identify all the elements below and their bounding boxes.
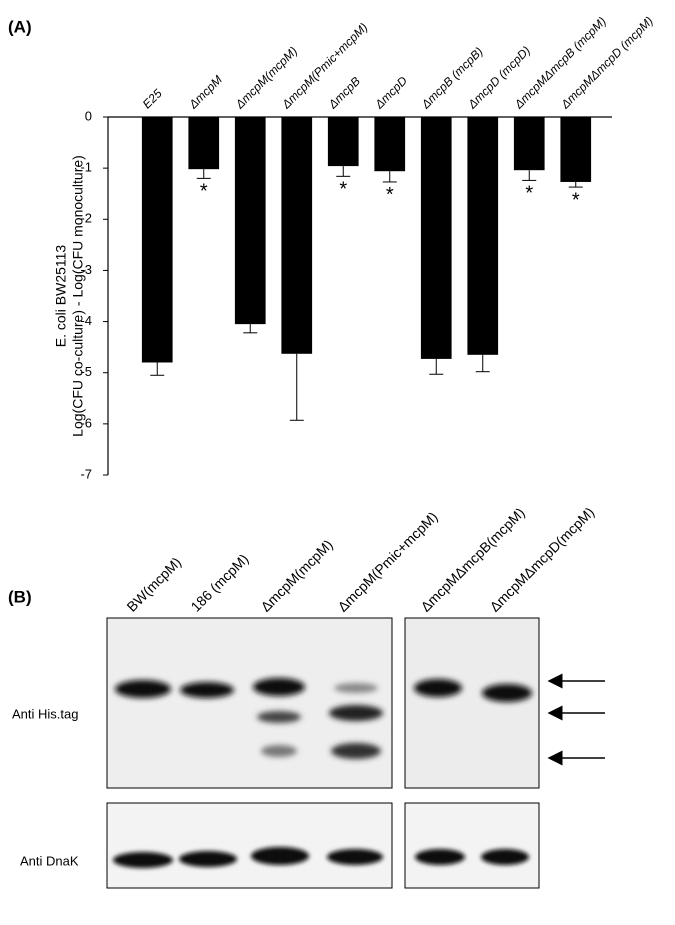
significance-mark: * [386, 184, 394, 206]
x-tick-label: ΔmcpD [372, 73, 411, 112]
blot-panel [404, 617, 540, 789]
bar [281, 117, 313, 354]
lane-label: ΔmcpM(mcpM) [257, 536, 335, 614]
y-tick-label: -5 [80, 364, 92, 379]
y-tick-label: -1 [80, 160, 92, 175]
panel-label: (A) [8, 17, 32, 36]
row-label: Anti His.tag [12, 706, 78, 721]
y-tick-label: -4 [80, 313, 92, 328]
bar [188, 117, 220, 170]
y-tick-label: -7 [80, 466, 92, 481]
y-axis-label: E. coli BW25113 [53, 245, 69, 348]
lane-labels: BW(mcpM) 186 (mcpM) ΔmcpM(mcpM)ΔmcpM(Pmic+… [123, 504, 597, 615]
blot: Anti His.tag Anti DnaK [12, 617, 605, 889]
significance-mark: * [572, 189, 580, 211]
bar [234, 117, 266, 325]
lane-label: 186 (mcpM) [187, 551, 251, 615]
bar [513, 117, 545, 171]
y-tick-label: -2 [80, 211, 92, 226]
bar [420, 117, 452, 359]
blot-panel [404, 802, 540, 889]
y-tick-label: 0 [85, 108, 92, 123]
x-tick-label: ΔmcpMΔmcpD (mcpM) [558, 14, 656, 112]
blot-panel [106, 802, 393, 889]
significance-mark: * [200, 181, 208, 203]
y-tick-label: -6 [80, 415, 92, 430]
bar [141, 117, 173, 363]
bar [467, 117, 499, 355]
significance-mark: * [339, 179, 347, 201]
row-label: Anti DnaK [20, 853, 79, 868]
bands [115, 678, 532, 759]
bar [560, 117, 592, 182]
significance-mark: * [525, 183, 533, 205]
x-tick-label: E25 [140, 86, 165, 111]
y-tick-label: -3 [80, 262, 92, 277]
bar-chart: 0 -1 -2 -3 -4 -5 -6 -7 E. coli BW25113 Log(CFU co… [53, 14, 656, 482]
y-axis-label: Log(CFU co-culture) - Log(CFU monocultur… [70, 155, 86, 437]
x-tick-label: ΔmcpM [186, 73, 225, 112]
x-tick-label: ΔmcpMΔmcpB (mcpM) [511, 14, 609, 112]
bar [327, 117, 359, 167]
lane-label: BW(mcpM) [123, 554, 184, 615]
x-tick-label: ΔmcpM(Pmic+mcpM) [279, 20, 371, 112]
blot-panel [106, 617, 393, 789]
bands [113, 847, 529, 868]
x-tick-label: ΔmcpB [325, 74, 363, 112]
bar [374, 117, 406, 172]
panel-label: (B) [8, 587, 32, 606]
